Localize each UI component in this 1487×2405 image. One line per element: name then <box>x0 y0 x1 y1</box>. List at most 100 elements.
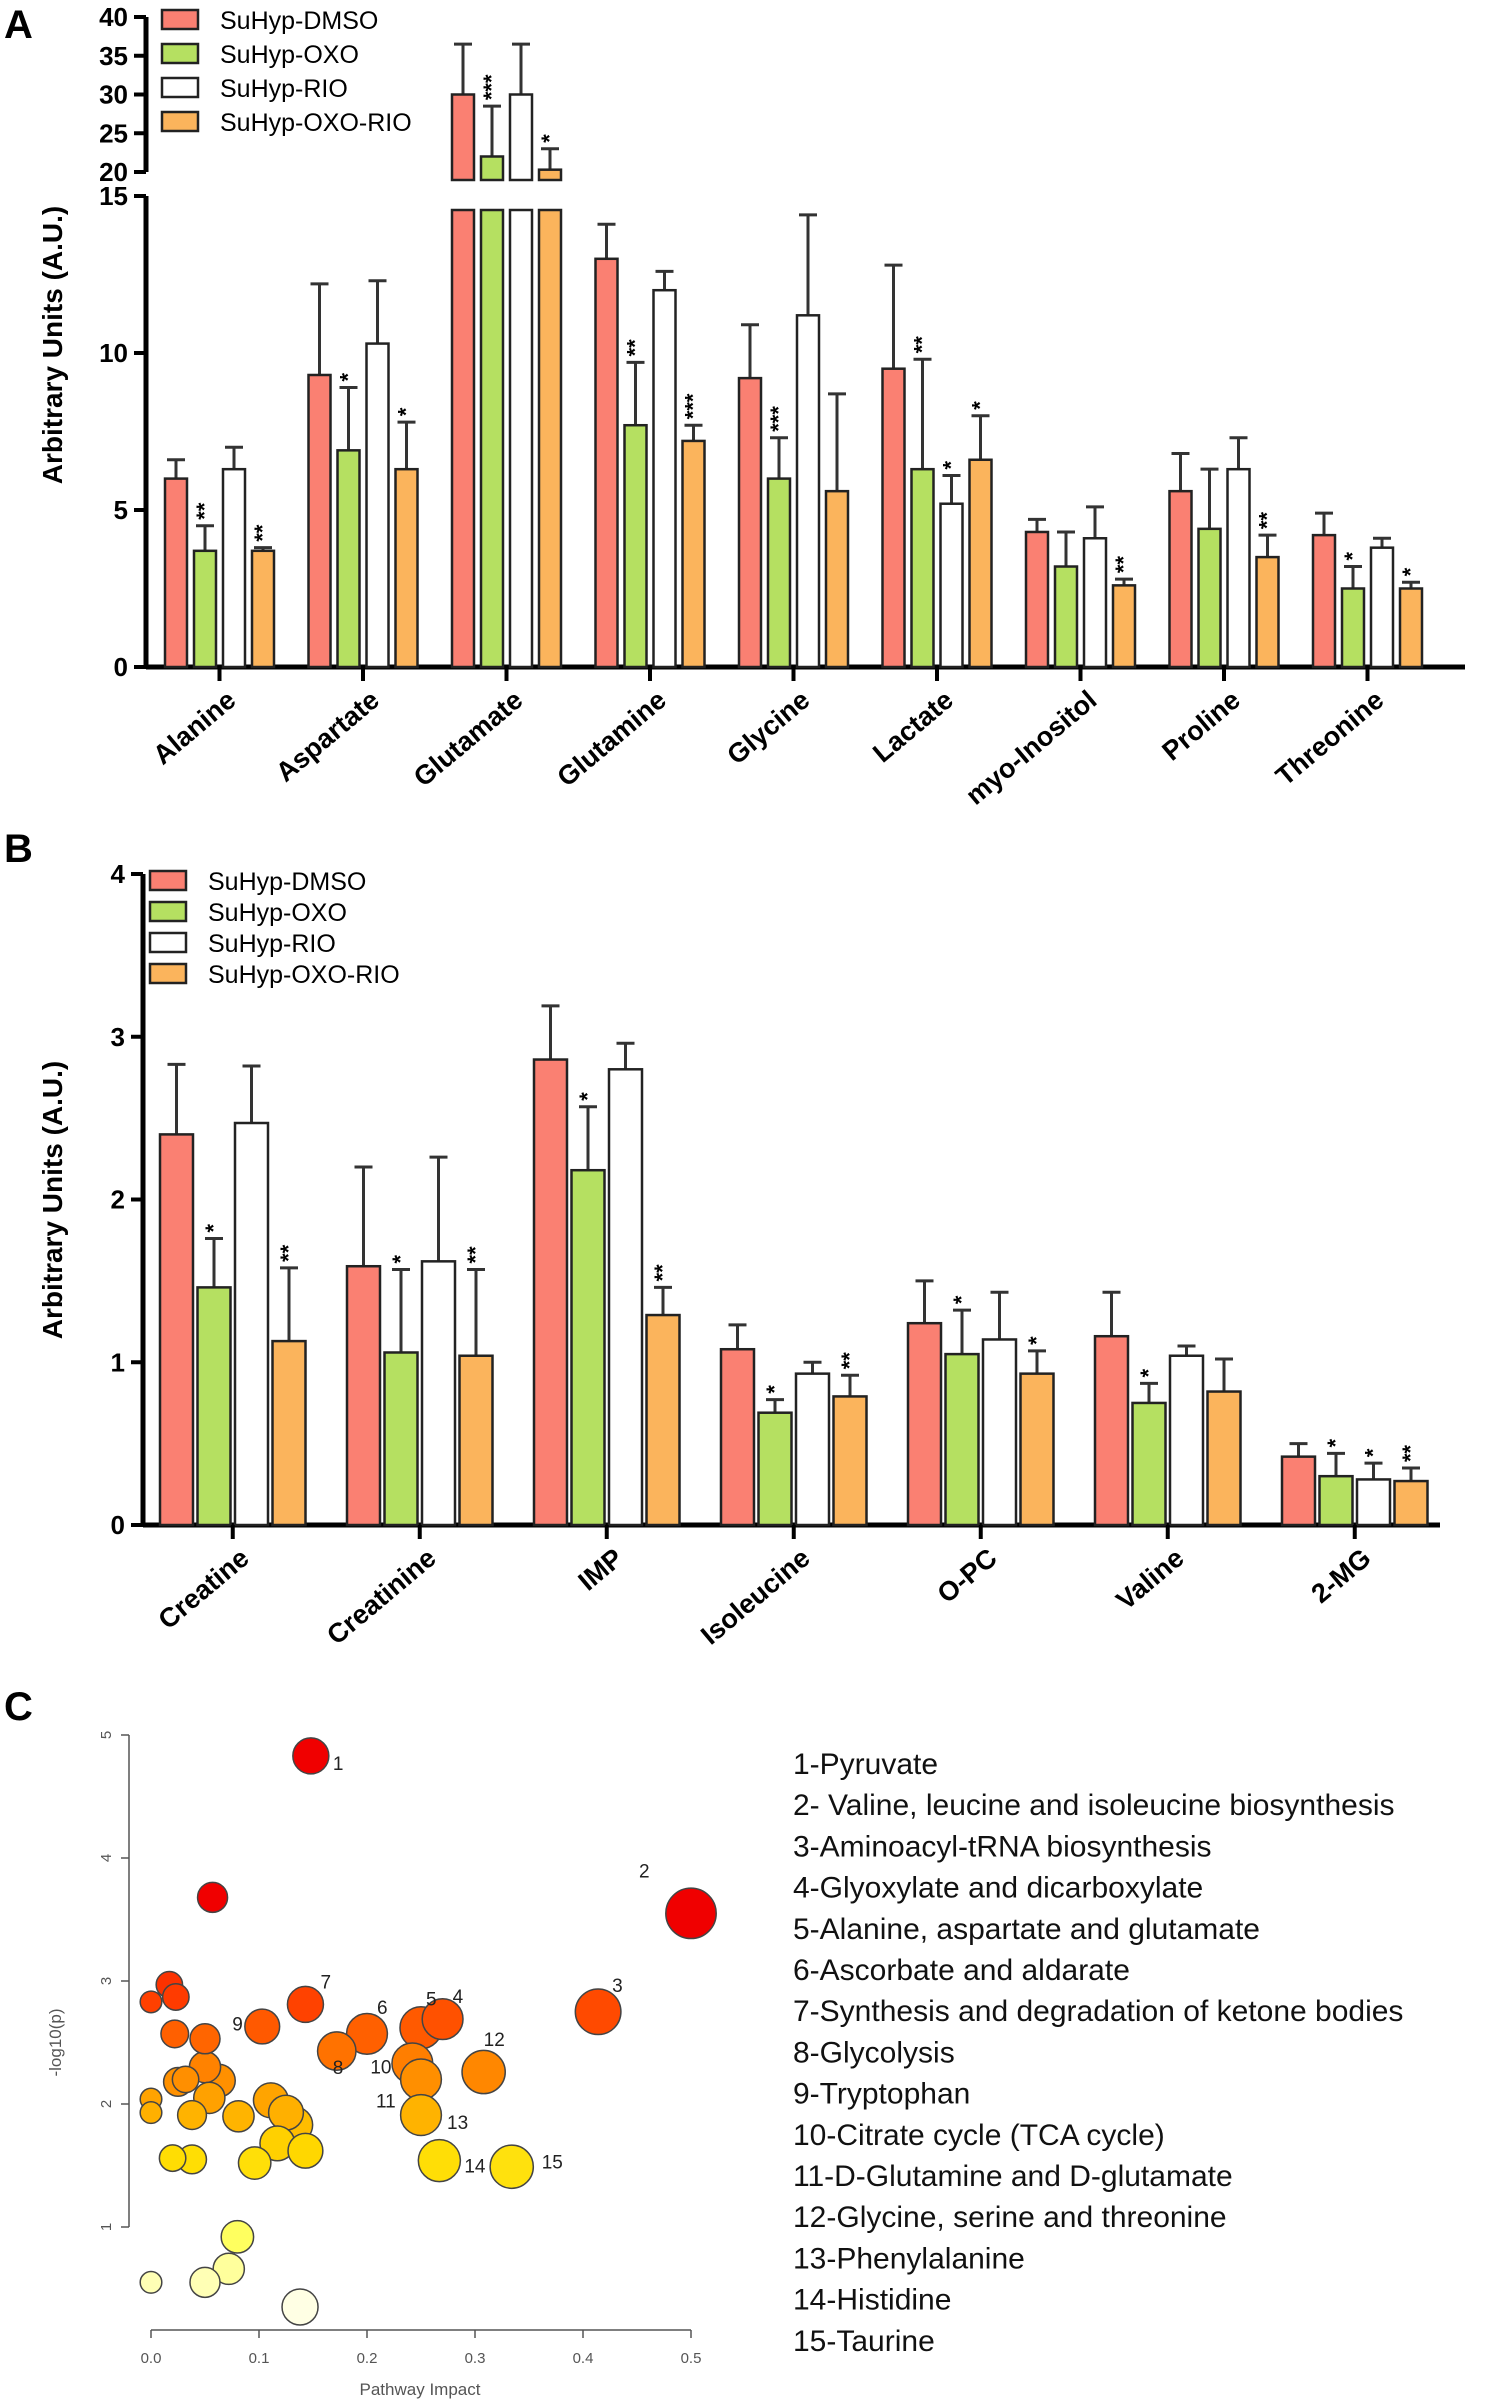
scatter-point <box>489 2144 535 2190</box>
scatter-point <box>244 2008 281 2045</box>
y-tick-label: 20 <box>99 157 128 187</box>
significance-marker: * <box>336 373 361 382</box>
significance-marker: *** <box>479 74 504 100</box>
bar <box>365 342 390 669</box>
bar <box>508 208 534 669</box>
scatter-point <box>196 1881 229 1914</box>
bar <box>1355 1478 1392 1527</box>
point-label: 11 <box>376 2091 396 2112</box>
y-tick-label: 3 <box>111 1022 125 1052</box>
bar <box>1206 1390 1242 1527</box>
x-tick-label: O-PC <box>932 1543 1003 1609</box>
bar <box>336 449 361 669</box>
scatter-point <box>158 2144 187 2173</box>
bar <box>968 458 993 669</box>
y-tick-label: 15 <box>99 181 128 211</box>
significance-marker: *** <box>766 406 791 432</box>
y-tick-label: 4 <box>98 1854 115 1862</box>
point-label: 3 <box>612 1976 623 1997</box>
scatter-point <box>417 2138 462 2183</box>
bar <box>420 1260 457 1527</box>
bar <box>737 376 763 669</box>
bar <box>479 155 505 182</box>
bar <box>233 1121 270 1527</box>
x-tick-label: Glutamine <box>551 685 671 793</box>
pathway-legend-item: 15-Taurine <box>793 2325 935 2358</box>
bar <box>719 1347 756 1527</box>
scatter-point <box>399 2093 443 2137</box>
pathway-legend-item: 12-Glycine, serine and threonine <box>793 2201 1227 2234</box>
bar <box>1019 1372 1055 1527</box>
significance-marker: * <box>762 1385 787 1394</box>
bar <box>570 1168 606 1527</box>
bar <box>939 502 964 669</box>
x-axis-label: Pathway Impact <box>360 2380 481 2399</box>
x-tick-label: Aspartate <box>270 685 385 788</box>
bar <box>1280 1455 1317 1527</box>
y-tick-label: 2 <box>111 1185 125 1215</box>
scatter-point <box>222 2099 255 2133</box>
legend-label: SuHyp-RIO <box>220 75 348 103</box>
y-axis-label: Arbitrary Units (A.U.) <box>37 1061 68 1339</box>
bar <box>832 1395 868 1527</box>
y-tick-label: 4 <box>111 859 126 889</box>
y-tick-label: 5 <box>98 1731 115 1739</box>
bar <box>681 439 706 669</box>
x-tick-label: Proline <box>1156 685 1245 767</box>
pathway-legend-item: 8-Glycolysis <box>793 2036 955 2069</box>
x-tick-label: 2-MG <box>1306 1543 1377 1609</box>
pathway-legend-item: 10-Citrate cycle (TCA cycle) <box>793 2119 1165 2152</box>
point-label: 6 <box>377 1998 388 2019</box>
panel-label-b: B <box>4 827 33 871</box>
bar <box>307 373 332 669</box>
scatter-point <box>189 2266 221 2299</box>
bar <box>906 1321 943 1527</box>
legend-swatch <box>148 962 188 985</box>
bar <box>645 1313 681 1527</box>
point-label: 5 <box>426 1990 437 2011</box>
scatter-point <box>287 2132 324 2169</box>
scatter-point <box>220 2219 255 2254</box>
legend-swatch <box>160 110 200 133</box>
scatter-point <box>160 2019 190 2049</box>
legend-label: SuHyp-DMSO <box>220 7 378 35</box>
x-tick-label: 0.2 <box>357 2350 378 2367</box>
bar <box>1024 530 1050 669</box>
scatter-point <box>421 1997 464 2041</box>
bar <box>196 1286 232 1527</box>
scatter-point <box>139 1990 163 2014</box>
bar <box>881 367 906 669</box>
bar <box>532 1058 569 1527</box>
bar <box>794 1372 831 1527</box>
panel-label-a: A <box>4 3 33 47</box>
scatter-point <box>139 2101 163 2125</box>
x-tick-label: Valine <box>1111 1543 1190 1616</box>
bar <box>1369 546 1395 669</box>
point-label: 1 <box>333 1754 344 1775</box>
bar <box>824 489 850 669</box>
bar <box>163 477 189 669</box>
significance-marker: * <box>575 1092 600 1101</box>
bar <box>450 93 476 182</box>
pathway-legend-item: 11-D-Glutamine and D-glutamate <box>793 2160 1233 2193</box>
bar <box>1197 527 1222 669</box>
point-label: 12 <box>484 2030 505 2051</box>
bar <box>594 257 619 669</box>
bar <box>158 1133 195 1527</box>
significance-marker: * <box>1340 552 1365 561</box>
legend-label: SuHyp-OXO <box>208 899 347 927</box>
bar <box>1318 1474 1354 1527</box>
significance-marker: * <box>537 134 562 143</box>
significance-marker: * <box>949 1295 974 1304</box>
bar <box>1398 587 1424 669</box>
point-label: 2 <box>639 1861 650 1882</box>
x-tick-label: Glycine <box>721 685 815 771</box>
legend-label: SuHyp-RIO <box>208 930 336 958</box>
y-tick-label: 3 <box>98 1977 115 1985</box>
pathway-legend-item: 3-Aminoacyl-tRNA biosynthesis <box>793 1830 1212 1863</box>
significance-marker: ** <box>837 1352 862 1370</box>
bar <box>537 168 563 182</box>
pathway-legend-item: 9-Tryptophan <box>793 2078 970 2111</box>
